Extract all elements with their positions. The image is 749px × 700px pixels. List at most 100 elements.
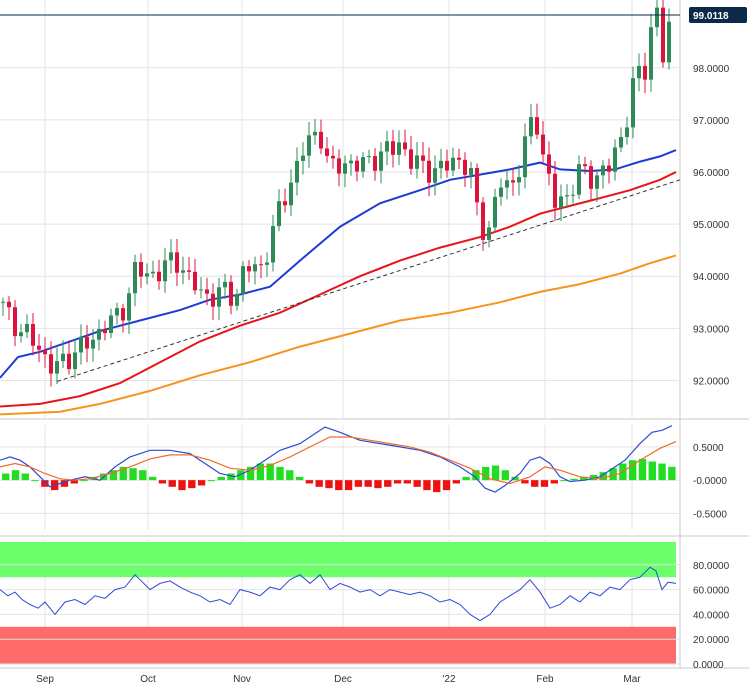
candle-body bbox=[169, 252, 173, 261]
macd-histogram-bar bbox=[11, 470, 20, 481]
rsi-tick-label: 40.0000 bbox=[693, 610, 730, 621]
y-tick-label: 96.0000 bbox=[693, 168, 730, 179]
candle-body bbox=[499, 187, 503, 197]
candle-body bbox=[67, 353, 71, 370]
candle-body bbox=[643, 65, 647, 80]
macd-histogram-bar bbox=[207, 480, 216, 482]
y-tick-label: 98.0000 bbox=[693, 64, 730, 75]
candle-body bbox=[667, 21, 671, 63]
candle-body bbox=[355, 160, 359, 172]
candle-body bbox=[55, 361, 59, 374]
candle-body bbox=[73, 352, 77, 370]
macd-histogram-bar bbox=[70, 480, 78, 484]
candle-body bbox=[625, 127, 629, 137]
candle-body bbox=[265, 262, 269, 265]
candle-body bbox=[19, 332, 23, 337]
macd-tick-label: -0.0000 bbox=[693, 476, 727, 487]
candle-body bbox=[529, 117, 533, 137]
candle-body bbox=[109, 315, 113, 334]
macd-histogram-bar bbox=[60, 480, 69, 487]
candle-body bbox=[349, 160, 353, 164]
candle-body bbox=[613, 147, 617, 172]
candle-body bbox=[583, 164, 587, 167]
x-tick-label: Dec bbox=[334, 674, 352, 685]
macd-histogram-bar bbox=[403, 480, 412, 484]
candle-body bbox=[133, 262, 137, 294]
candle-body bbox=[235, 294, 239, 306]
macd-histogram-bar bbox=[139, 470, 147, 481]
macd-histogram-bar bbox=[609, 468, 617, 481]
macd-histogram-bar bbox=[41, 480, 49, 487]
candle-body bbox=[421, 155, 425, 161]
macd-tick-label: -0.5000 bbox=[693, 509, 727, 520]
candle-body bbox=[187, 270, 191, 272]
macd-histogram-bar bbox=[570, 478, 578, 481]
macd-histogram-bar bbox=[560, 480, 568, 482]
macd-histogram-bar bbox=[178, 480, 186, 491]
y-tick-label: 95.0000 bbox=[693, 220, 730, 231]
x-tick-label: Mar bbox=[623, 674, 641, 685]
candle-body bbox=[343, 163, 347, 174]
macd-histogram-bar bbox=[393, 480, 402, 484]
candle-body bbox=[553, 173, 557, 208]
candle-body bbox=[157, 271, 161, 282]
candle-body bbox=[433, 168, 437, 183]
macd-histogram-bar bbox=[462, 476, 470, 481]
macd-histogram-bar bbox=[119, 466, 127, 481]
candle-body bbox=[373, 156, 377, 171]
candle-body bbox=[385, 141, 389, 152]
macd-histogram-bar bbox=[629, 460, 637, 481]
candle-body bbox=[637, 65, 641, 79]
macd-histogram-bar bbox=[227, 473, 235, 481]
y-tick-label: 92.0000 bbox=[693, 376, 730, 387]
macd-histogram-bar bbox=[129, 468, 137, 481]
candle-body bbox=[277, 201, 281, 227]
x-tick-label: Feb bbox=[536, 674, 554, 685]
candle-body bbox=[631, 78, 635, 128]
candle-body bbox=[253, 264, 257, 272]
candle-body bbox=[523, 136, 527, 178]
current-price-label: 99.0118 bbox=[693, 11, 729, 22]
macd-histogram-bar bbox=[315, 480, 323, 487]
candle-body bbox=[397, 142, 401, 155]
candle-body bbox=[199, 289, 203, 291]
macd-macd_line bbox=[0, 425, 673, 493]
rsi-tick-label: 80.0000 bbox=[693, 561, 730, 572]
macd-histogram-bar bbox=[491, 465, 500, 481]
candle-body bbox=[283, 201, 287, 206]
macd-histogram-bar bbox=[521, 480, 529, 484]
macd-histogram-bar bbox=[197, 480, 206, 486]
x-tick-label: '22 bbox=[442, 674, 455, 685]
candle-body bbox=[451, 157, 455, 171]
macd-histogram-bar bbox=[511, 476, 519, 481]
candle-body bbox=[541, 134, 545, 155]
candle-body bbox=[475, 168, 479, 203]
macd-histogram-bar bbox=[295, 476, 304, 481]
macd-histogram-bar bbox=[589, 474, 598, 481]
candle-body bbox=[301, 155, 305, 161]
rsi-oversold-zone bbox=[0, 626, 676, 664]
macd-signal bbox=[0, 436, 677, 485]
macd-histogram-bar bbox=[423, 480, 431, 491]
macd-histogram-bar bbox=[335, 480, 343, 491]
candle-body bbox=[313, 131, 317, 136]
candle-body bbox=[493, 196, 497, 228]
candle-body bbox=[259, 264, 263, 266]
candle-body bbox=[145, 273, 149, 277]
x-tick-label: Nov bbox=[233, 674, 251, 685]
candle-body bbox=[247, 266, 251, 272]
macd-histogram-bar bbox=[31, 480, 39, 482]
y-tick-label: 94.0000 bbox=[693, 272, 730, 283]
candle-body bbox=[31, 324, 35, 346]
candle-body bbox=[217, 287, 221, 307]
candle-body bbox=[655, 7, 659, 28]
candle-body bbox=[565, 195, 569, 197]
macd-histogram-bar bbox=[246, 466, 255, 481]
candle-body bbox=[559, 196, 563, 208]
candle-body bbox=[439, 160, 443, 169]
macd-histogram-bar bbox=[501, 470, 509, 481]
candle-body bbox=[289, 182, 293, 206]
candle-body bbox=[103, 329, 107, 334]
candle-body bbox=[37, 345, 41, 350]
